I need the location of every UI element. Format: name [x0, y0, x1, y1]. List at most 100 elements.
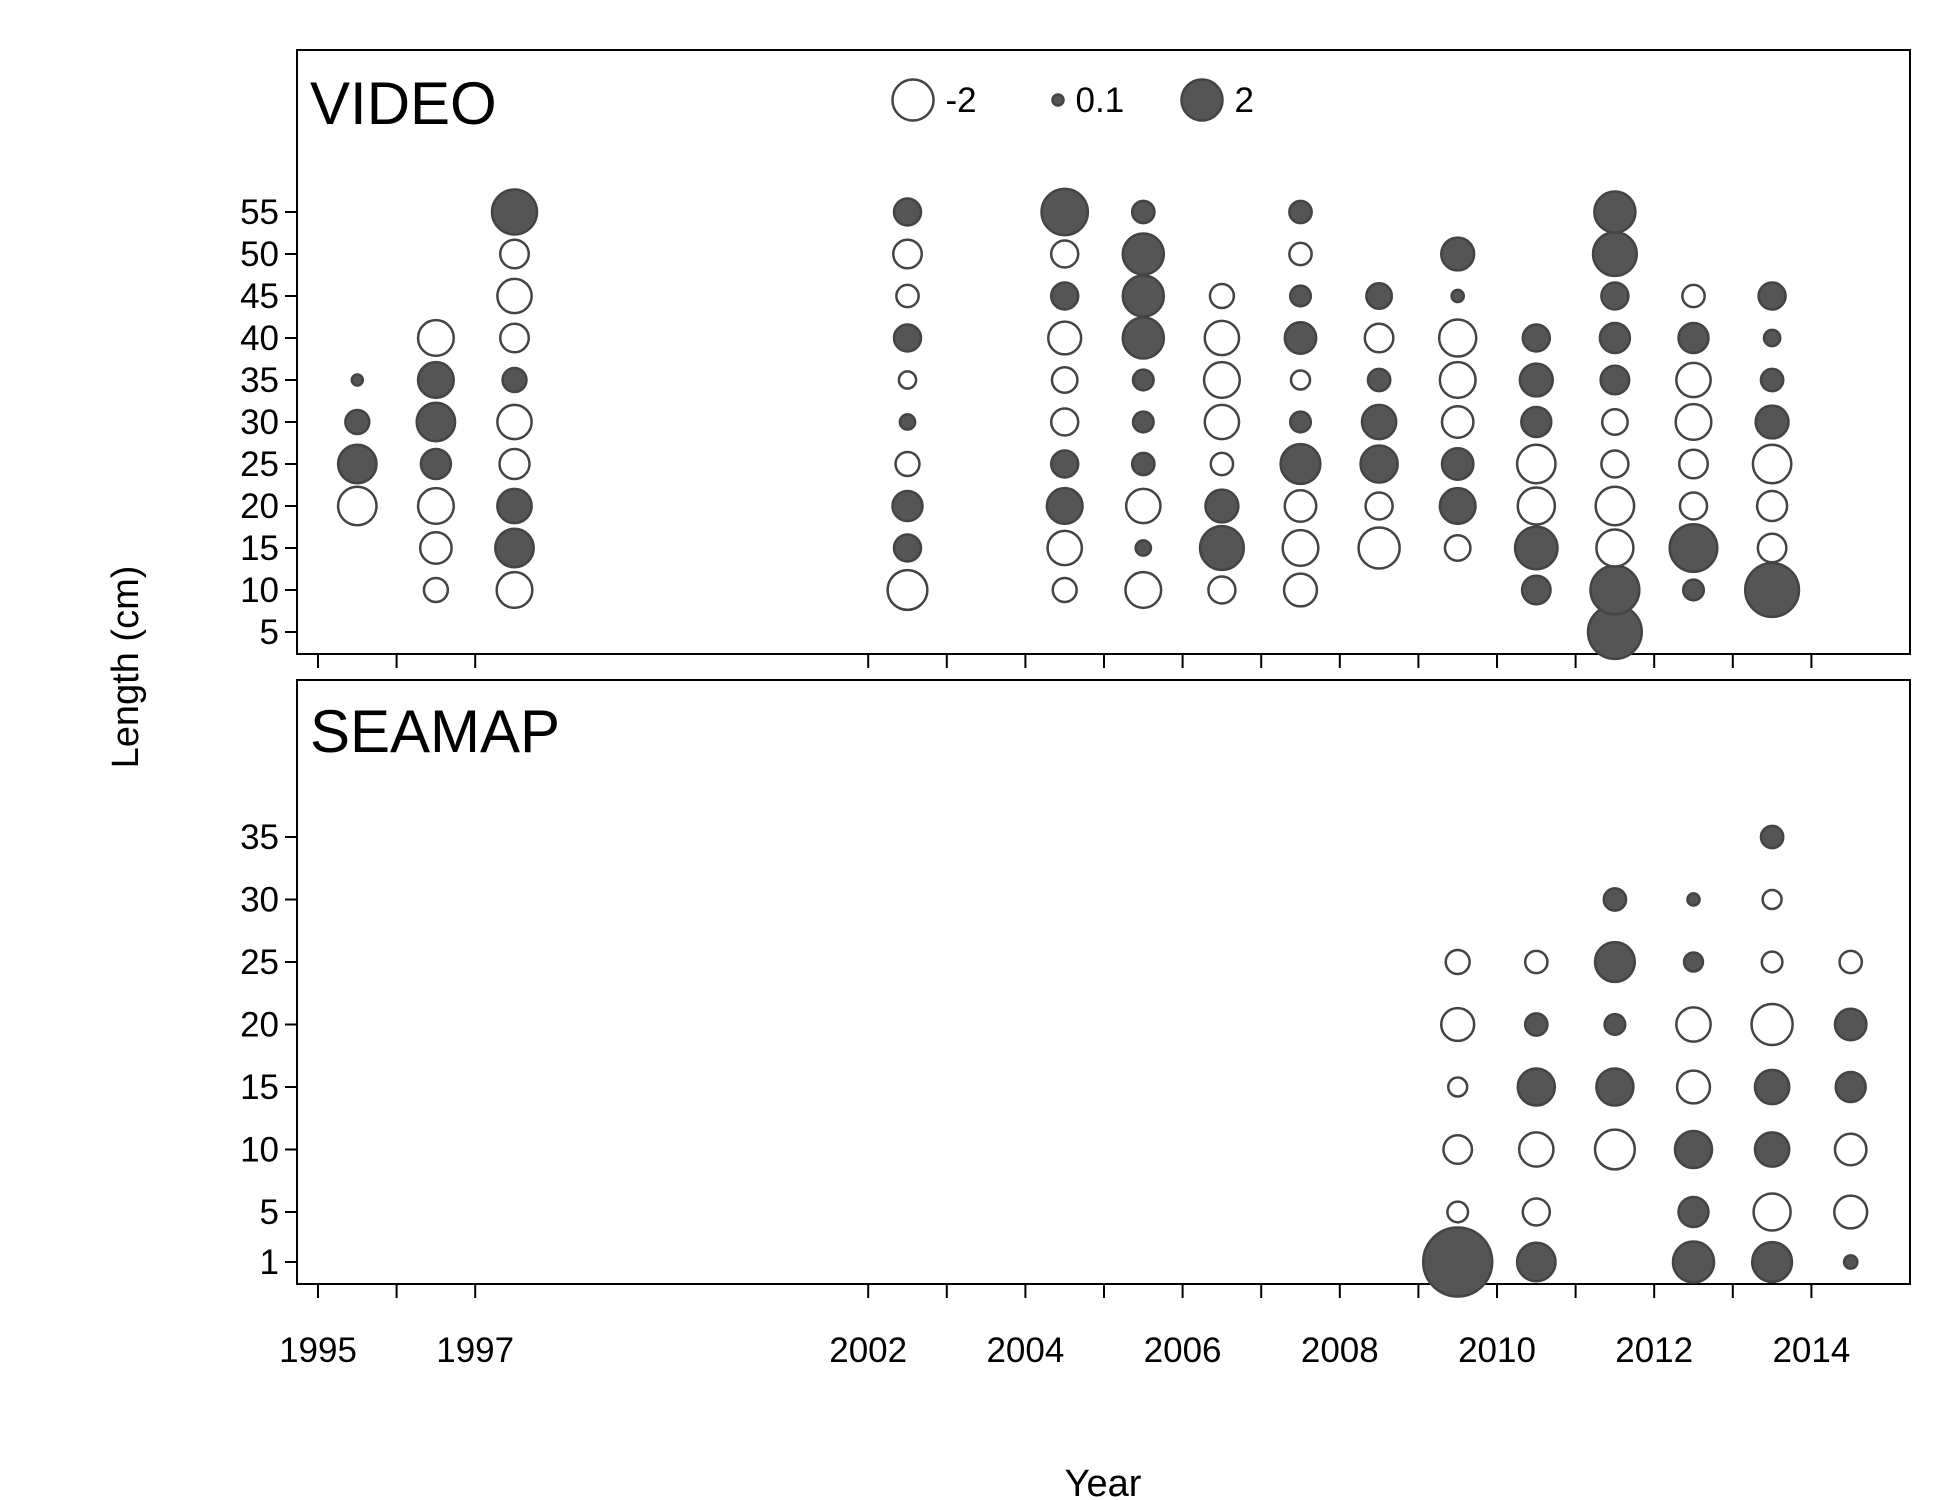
video-bubble	[496, 277, 533, 315]
x-tick-label: 2010	[1458, 1331, 1536, 1370]
seamap-bubble	[1444, 948, 1471, 976]
video-bubble	[1755, 489, 1789, 523]
y-tick-label: 25	[240, 943, 279, 982]
video-bubble	[1440, 447, 1475, 481]
y-tick-label: 40	[240, 319, 279, 358]
x-tick-label: 2006	[1144, 1331, 1222, 1370]
seamap-bubble	[1752, 1192, 1792, 1232]
y-tick-label: 20	[240, 487, 279, 526]
video-bubble	[1208, 282, 1236, 310]
video-bubble	[1595, 528, 1635, 568]
legend-positive-circle	[1180, 78, 1224, 122]
video-bubble	[1046, 529, 1084, 567]
x-tick-label: 2002	[829, 1331, 907, 1370]
legend-label-small: 0.1	[1076, 81, 1125, 120]
video-bubble	[1677, 448, 1710, 480]
video-bubble	[891, 238, 924, 270]
video-bubble	[1756, 532, 1788, 564]
video-bubble	[1049, 281, 1080, 311]
video-bubble	[1357, 526, 1401, 570]
video-bubble	[1681, 578, 1706, 602]
video-bubble	[892, 197, 923, 227]
video-bubble	[1283, 489, 1318, 523]
video-bubble	[1681, 283, 1706, 309]
video-bubble	[1754, 404, 1790, 440]
video-bubble	[1591, 230, 1639, 278]
video-bubble	[490, 188, 539, 236]
seamap-bubble	[1603, 1012, 1627, 1037]
video-bubble	[1360, 403, 1398, 441]
seamap-panel-title: SEAMAP	[310, 698, 560, 765]
video-bubble	[1674, 402, 1713, 442]
seamap-bubble	[1593, 1128, 1637, 1171]
x-tick-label: 1997	[436, 1331, 514, 1370]
video-bubble	[1759, 367, 1785, 393]
video-bubble	[1751, 443, 1793, 485]
x-tick-label: 2012	[1615, 1331, 1693, 1370]
video-bubble	[498, 322, 531, 354]
legend-label-negative: -2	[946, 81, 977, 120]
video-bubble	[1051, 576, 1078, 604]
seamap-panel-frame	[296, 679, 1911, 1285]
video-bubble	[501, 366, 528, 394]
video-bubble	[336, 485, 378, 527]
x-tick-label: 2004	[986, 1331, 1064, 1370]
seamap-bubble	[1602, 887, 1628, 912]
video-bubble	[1440, 405, 1475, 439]
video-bubble	[1203, 319, 1241, 357]
seamap-bubble	[1842, 1254, 1859, 1270]
video-bubble	[1134, 539, 1153, 557]
y-tick-label: 1	[260, 1243, 279, 1282]
video-bubbles	[336, 187, 1801, 661]
seamap-bubble	[1673, 1129, 1714, 1170]
video-bubble	[416, 360, 455, 400]
video-bubble	[1288, 410, 1313, 434]
y-axis-title: Length (cm)	[105, 566, 147, 769]
video-bubble	[1121, 274, 1166, 318]
video-bubble	[350, 373, 365, 387]
video-bubble	[1045, 486, 1084, 526]
video-bubble	[336, 443, 378, 485]
video-bubble	[1440, 236, 1476, 272]
y-tick-label: 15	[240, 1068, 279, 1107]
video-bubble	[1520, 405, 1553, 439]
seamap-bubble	[1833, 1194, 1869, 1230]
video-bubble	[1282, 572, 1319, 608]
video-bubble	[1365, 282, 1394, 310]
video-bubble	[1121, 316, 1166, 360]
video-bubble	[1202, 360, 1241, 400]
video-bubble	[498, 447, 531, 481]
x-tick-label: 2014	[1772, 1331, 1850, 1370]
video-bubble	[1124, 487, 1162, 525]
seamap-x-tick-marks	[317, 1284, 1813, 1298]
seamap-bubble	[1753, 1068, 1791, 1106]
seamap-bubble	[1677, 1195, 1710, 1229]
video-bubble	[1131, 368, 1155, 392]
y-tick-label: 5	[260, 613, 279, 652]
video-bubble	[422, 576, 450, 604]
y-tick-label: 10	[240, 571, 279, 610]
seamap-bubble	[1682, 951, 1705, 973]
seamap-bubbles	[1421, 824, 1869, 1298]
video-bubble	[1209, 451, 1235, 477]
video-x-tick-marks	[317, 654, 1813, 668]
x-axis-title: Year	[1065, 1463, 1142, 1500]
video-bubble	[1049, 239, 1080, 269]
y-tick-label: 50	[240, 235, 279, 274]
video-bubble	[1515, 443, 1557, 485]
video-bubble	[1207, 575, 1237, 605]
video-bubble	[1288, 241, 1313, 267]
video-bubble	[1600, 449, 1630, 479]
video-bubble	[416, 486, 455, 526]
legend-small-circle	[1051, 93, 1065, 107]
video-bubble	[1288, 199, 1313, 225]
video-bubble	[1437, 318, 1478, 358]
video-bubble	[1438, 360, 1477, 400]
y-tick-label: 20	[240, 1006, 279, 1045]
video-bubble	[892, 533, 923, 563]
seamap-bubble	[1675, 1069, 1712, 1105]
seamap-bubble	[1517, 1131, 1555, 1168]
seamap-bubble	[1753, 1131, 1791, 1168]
x-tick-labels: 1995 1997 2002 2004 2006 2008 2010 2012 2014	[279, 1331, 1850, 1370]
